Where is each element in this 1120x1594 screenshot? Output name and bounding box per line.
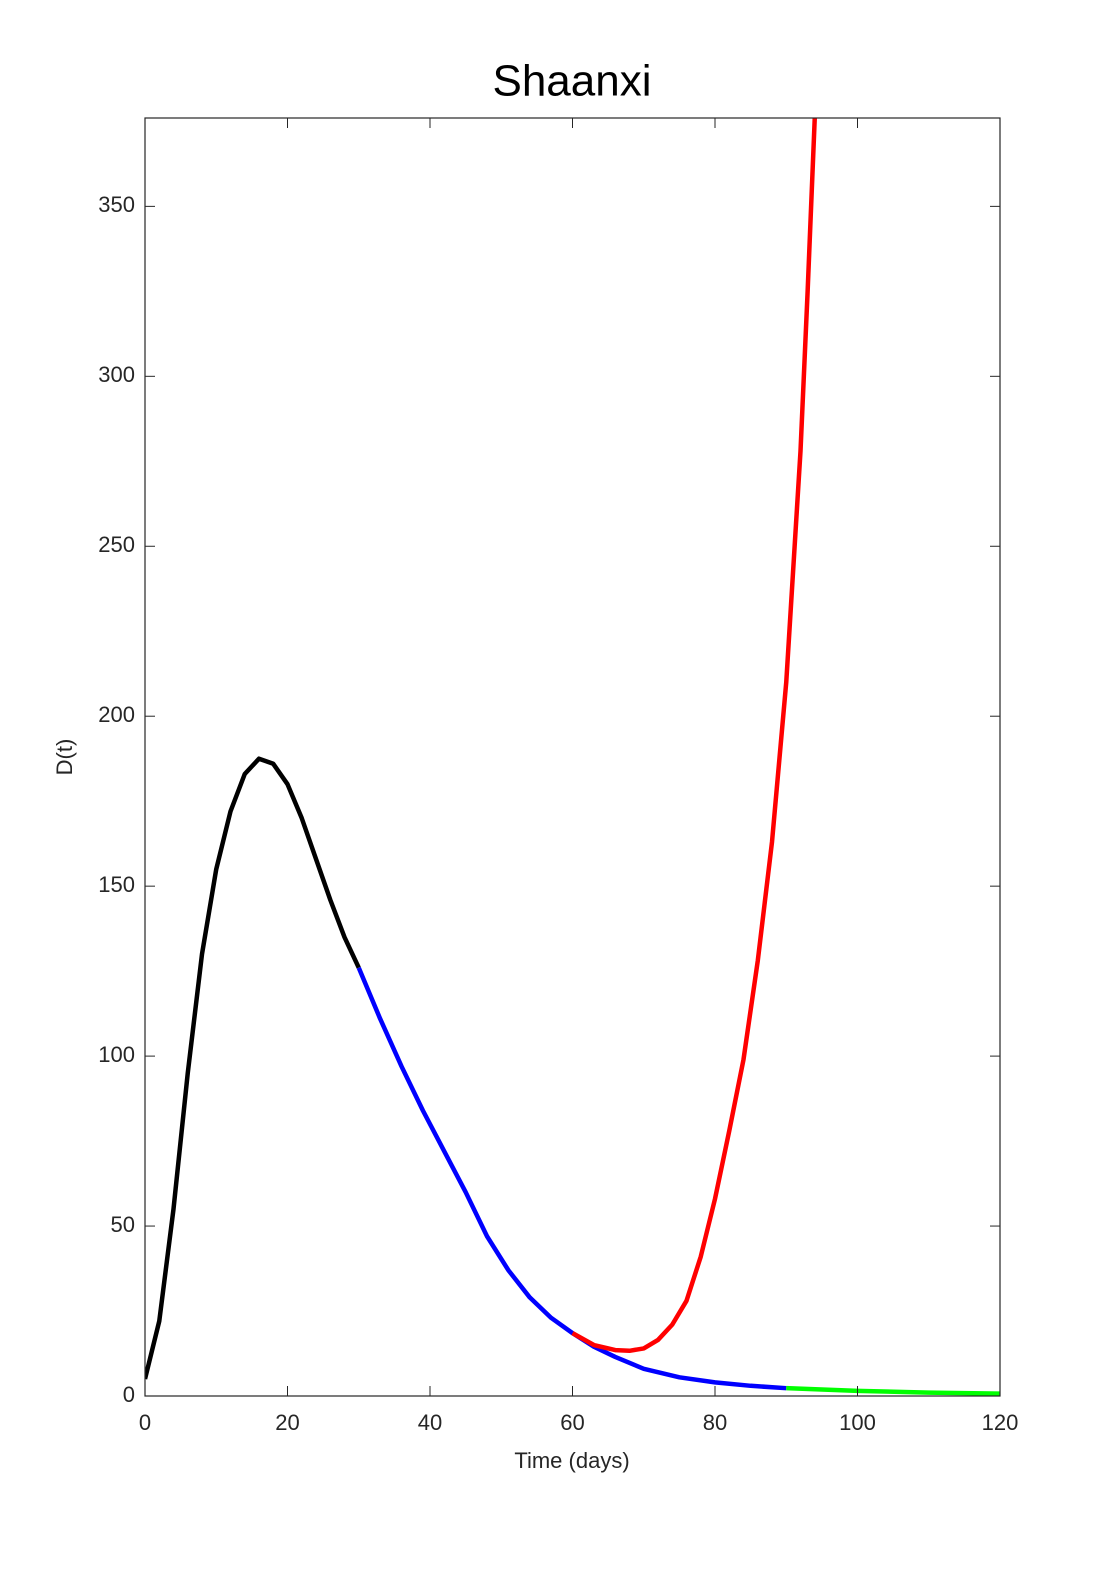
y-tick-label: 100 — [98, 1042, 135, 1067]
series-line — [571, 118, 817, 1354]
y-tick-label: 350 — [98, 192, 135, 217]
x-axis-label: Time (days) — [514, 1448, 629, 1473]
y-tick-label: 300 — [98, 362, 135, 387]
x-tick-label: 100 — [839, 1410, 876, 1435]
y-tick-label: 0 — [123, 1382, 135, 1407]
series-line — [356, 966, 787, 1391]
x-tick-label: 120 — [982, 1410, 1019, 1435]
series-line — [145, 756, 361, 1380]
series-line — [786, 1385, 1000, 1396]
y-tick-label: 200 — [98, 702, 135, 727]
x-tick-label: 40 — [418, 1410, 442, 1435]
plot-area — [145, 118, 1000, 1396]
chart-title: Shaanxi — [492, 57, 651, 106]
x-tick-label: 60 — [560, 1410, 584, 1435]
y-tick-label: 150 — [98, 872, 135, 897]
y-tick-label: 250 — [98, 532, 135, 557]
x-tick-label: 80 — [703, 1410, 727, 1435]
x-tick-label: 0 — [139, 1410, 151, 1435]
axes-box — [144, 117, 1001, 1397]
y-axis-label: D(t) — [52, 739, 77, 776]
y-tick-label: 50 — [111, 1212, 135, 1237]
x-tick-label: 20 — [275, 1410, 299, 1435]
